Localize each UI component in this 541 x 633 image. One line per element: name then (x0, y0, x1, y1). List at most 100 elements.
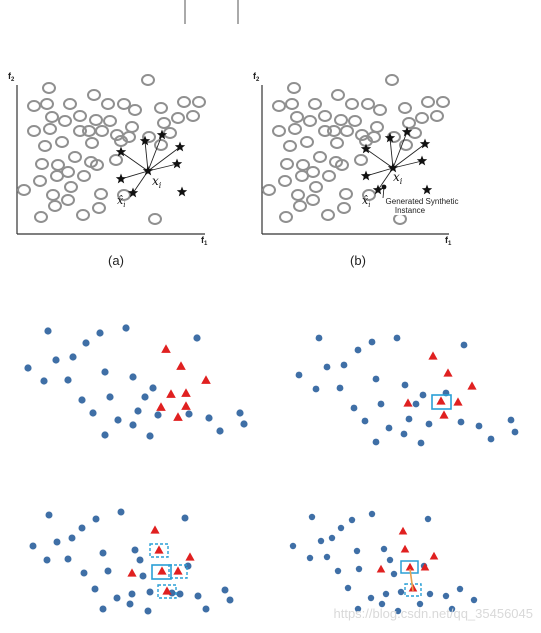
panel-b-x-label: f1 (445, 235, 452, 247)
majority-sample-ring (393, 213, 407, 225)
majority-dot (193, 334, 201, 342)
majority-dot (289, 542, 297, 550)
majority-dot (353, 547, 361, 555)
majority-dot (424, 515, 432, 523)
majority-sample-ring (76, 209, 90, 221)
minority-triangle (185, 552, 195, 561)
majority-sample-ring (34, 211, 48, 223)
majority-sample-ring (335, 159, 349, 171)
majority-dot (134, 407, 142, 415)
minority-sample-star (115, 146, 127, 157)
majority-dot (43, 556, 51, 564)
majority-dot (400, 430, 408, 438)
majority-dot (336, 384, 344, 392)
minority-triangle (436, 396, 446, 405)
majority-dot (401, 381, 409, 389)
minority-triangle (157, 566, 167, 575)
minority-sample-star (176, 186, 188, 197)
minority-sample-star (384, 132, 396, 143)
majority-dot (419, 391, 427, 399)
majority-sample-ring (48, 200, 62, 212)
minority-sample-star (401, 126, 413, 137)
minority-sample-star (142, 165, 154, 176)
panel-b-minority-samples (360, 126, 433, 195)
majority-sample-ring (306, 194, 320, 206)
panel-e-neighbor-box (157, 584, 177, 599)
majority-dot (126, 600, 134, 608)
majority-sample-ring (436, 96, 450, 108)
majority-dot (40, 377, 48, 385)
majority-dot (470, 596, 478, 604)
majority-dot (386, 556, 394, 564)
majority-sample-ring (291, 189, 305, 201)
panel-e-selected-box (151, 564, 172, 580)
majority-sample-ring (63, 98, 77, 110)
majority-sample-ring (399, 139, 413, 151)
majority-sample-ring (33, 175, 47, 187)
majority-dot (511, 428, 519, 436)
majority-dot (367, 594, 375, 602)
panel-f-minority-triangles (376, 526, 439, 592)
majority-dot (416, 600, 424, 608)
neighbor-link (147, 134, 163, 172)
majority-sample-ring (279, 211, 293, 223)
majority-dot (354, 605, 362, 613)
panel-a-caption: (a) (108, 253, 124, 268)
majority-sample-ring (177, 96, 191, 108)
minority-sample-star (372, 184, 384, 195)
neighbor-link (392, 143, 426, 169)
majority-dot (317, 537, 325, 545)
panel-c-minority-triangles (156, 344, 211, 421)
majority-sample-ring (278, 175, 292, 187)
minority-triangle (420, 562, 430, 571)
majority-dot (328, 534, 336, 542)
majority-dot (340, 361, 348, 369)
minority-triangle (467, 381, 477, 390)
majority-dot (460, 341, 468, 349)
minority-triangle (181, 388, 191, 397)
minority-sample-star (421, 184, 433, 195)
panel-b: f2 f1 xi x̂i Generated Synthetic Instanc… (253, 71, 468, 268)
majority-dot (368, 338, 376, 346)
majority-dot (181, 514, 189, 522)
majority-sample-ring (272, 100, 286, 112)
majority-dot (185, 410, 193, 418)
majority-sample-ring (154, 139, 168, 151)
minority-sample-star (174, 141, 186, 152)
majority-sample-ring (109, 154, 123, 166)
majority-sample-ring (288, 123, 302, 135)
majority-dot (136, 556, 144, 564)
majority-sample-ring (398, 102, 412, 114)
majority-sample-ring (293, 200, 307, 212)
minority-triangle (376, 564, 386, 573)
panel-b-xi-label: xi (393, 170, 403, 186)
majority-dot (122, 324, 130, 332)
majority-dot (52, 356, 60, 364)
majority-sample-ring (296, 159, 310, 171)
minority-triangle (150, 525, 160, 534)
minority-triangle (429, 551, 439, 560)
majority-sample-ring (318, 110, 332, 122)
majority-sample-ring (186, 110, 200, 122)
majority-sample-ring (141, 74, 155, 86)
majority-dot (475, 422, 483, 430)
majority-sample-ring (58, 115, 72, 127)
majority-sample-ring (337, 202, 351, 214)
minority-triangle (161, 344, 171, 353)
majority-sample-ring (17, 184, 31, 196)
majority-dot (92, 515, 100, 523)
majority-dot (64, 555, 72, 563)
minority-triangle (173, 566, 183, 575)
panel-a-y-label: f2 (8, 71, 15, 83)
majority-sample-ring (415, 112, 429, 124)
majority-sample-ring (367, 131, 381, 143)
majority-dot (426, 590, 434, 598)
majority-sample-ring (61, 194, 75, 206)
majority-sample-ring (272, 125, 286, 137)
panel-b-annotation-line1: Generated Synthetic (386, 197, 459, 206)
majority-sample-ring (330, 137, 344, 149)
majority-dot (323, 363, 331, 371)
neighbor-link (147, 163, 178, 172)
panel-c-majority-dots (24, 324, 248, 440)
